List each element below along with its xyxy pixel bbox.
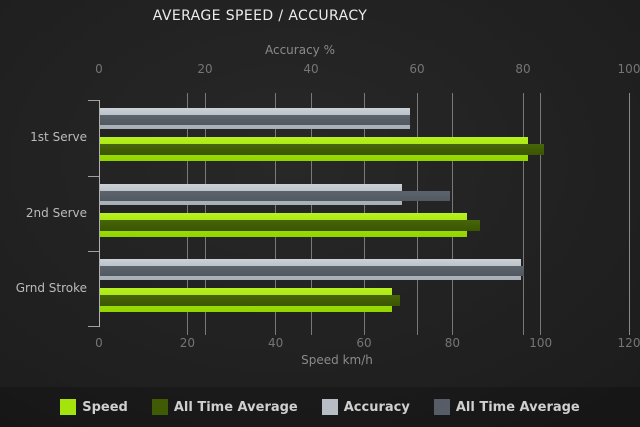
category-label: 1st Serve xyxy=(30,130,87,144)
legend: Speed All Time Average Accuracy All Time Av… xyxy=(0,387,640,427)
accuracy-tick-label: 80 xyxy=(515,62,531,76)
speed-gridline xyxy=(628,93,630,335)
category-axis-tick xyxy=(88,176,99,177)
speed-axis-title: Speed km/h xyxy=(301,353,373,367)
legend-item: All Time Average xyxy=(433,399,580,415)
accuracy-tick-label: 20 xyxy=(197,62,213,76)
category-axis-tick xyxy=(88,251,99,252)
legend-swatch-icon xyxy=(321,399,338,415)
accuracy-tick-label: 0 xyxy=(95,62,103,76)
bar-speed-average xyxy=(100,295,401,307)
bar-accuracy-average xyxy=(100,266,524,277)
speed-tick-label: 80 xyxy=(444,336,460,350)
legend-label: All Time Average xyxy=(173,399,298,415)
category-axis-tick xyxy=(88,100,99,101)
speed-tick-label: 0 xyxy=(95,336,103,350)
speed-tick-label: 60 xyxy=(356,336,372,350)
speed-gridline xyxy=(540,93,542,335)
legend-label: Accuracy xyxy=(343,399,410,415)
category-label: 2nd Serve xyxy=(25,205,87,220)
speed-tick-label: 100 xyxy=(529,336,553,350)
bar-speed-average xyxy=(100,144,544,155)
speed-tick-label: 40 xyxy=(268,336,284,350)
speed-tick-label: 20 xyxy=(179,336,195,350)
accuracy-gridline xyxy=(522,93,524,335)
bar-accuracy-average xyxy=(100,190,450,201)
category-axis-line xyxy=(99,100,100,327)
legend-label: Speed xyxy=(82,399,128,415)
category-label: Grnd Stroke xyxy=(15,281,87,296)
bar-accuracy-average xyxy=(100,115,411,125)
legend-item: All Time Average xyxy=(151,399,298,415)
plot-area xyxy=(88,93,630,335)
bar-speed-average xyxy=(100,219,480,231)
legend-item: Speed xyxy=(60,399,128,415)
speed-tick-label: 120 xyxy=(617,336,640,350)
accuracy-tick-label: 40 xyxy=(303,62,319,76)
legend-swatch-icon xyxy=(433,399,450,415)
legend-swatch-icon xyxy=(60,399,77,415)
accuracy-axis-title: Accuracy % xyxy=(264,43,336,57)
legend-label: All Time Average xyxy=(455,399,580,415)
legend-swatch-icon xyxy=(151,399,168,415)
legend-item: Accuracy xyxy=(321,399,410,415)
chart-title: AVERAGE SPEED / ACCURACY xyxy=(152,8,368,24)
accuracy-tick-label: 100 xyxy=(617,62,640,76)
accuracy-tick-label: 60 xyxy=(409,62,425,76)
category-axis-tick xyxy=(88,326,99,327)
